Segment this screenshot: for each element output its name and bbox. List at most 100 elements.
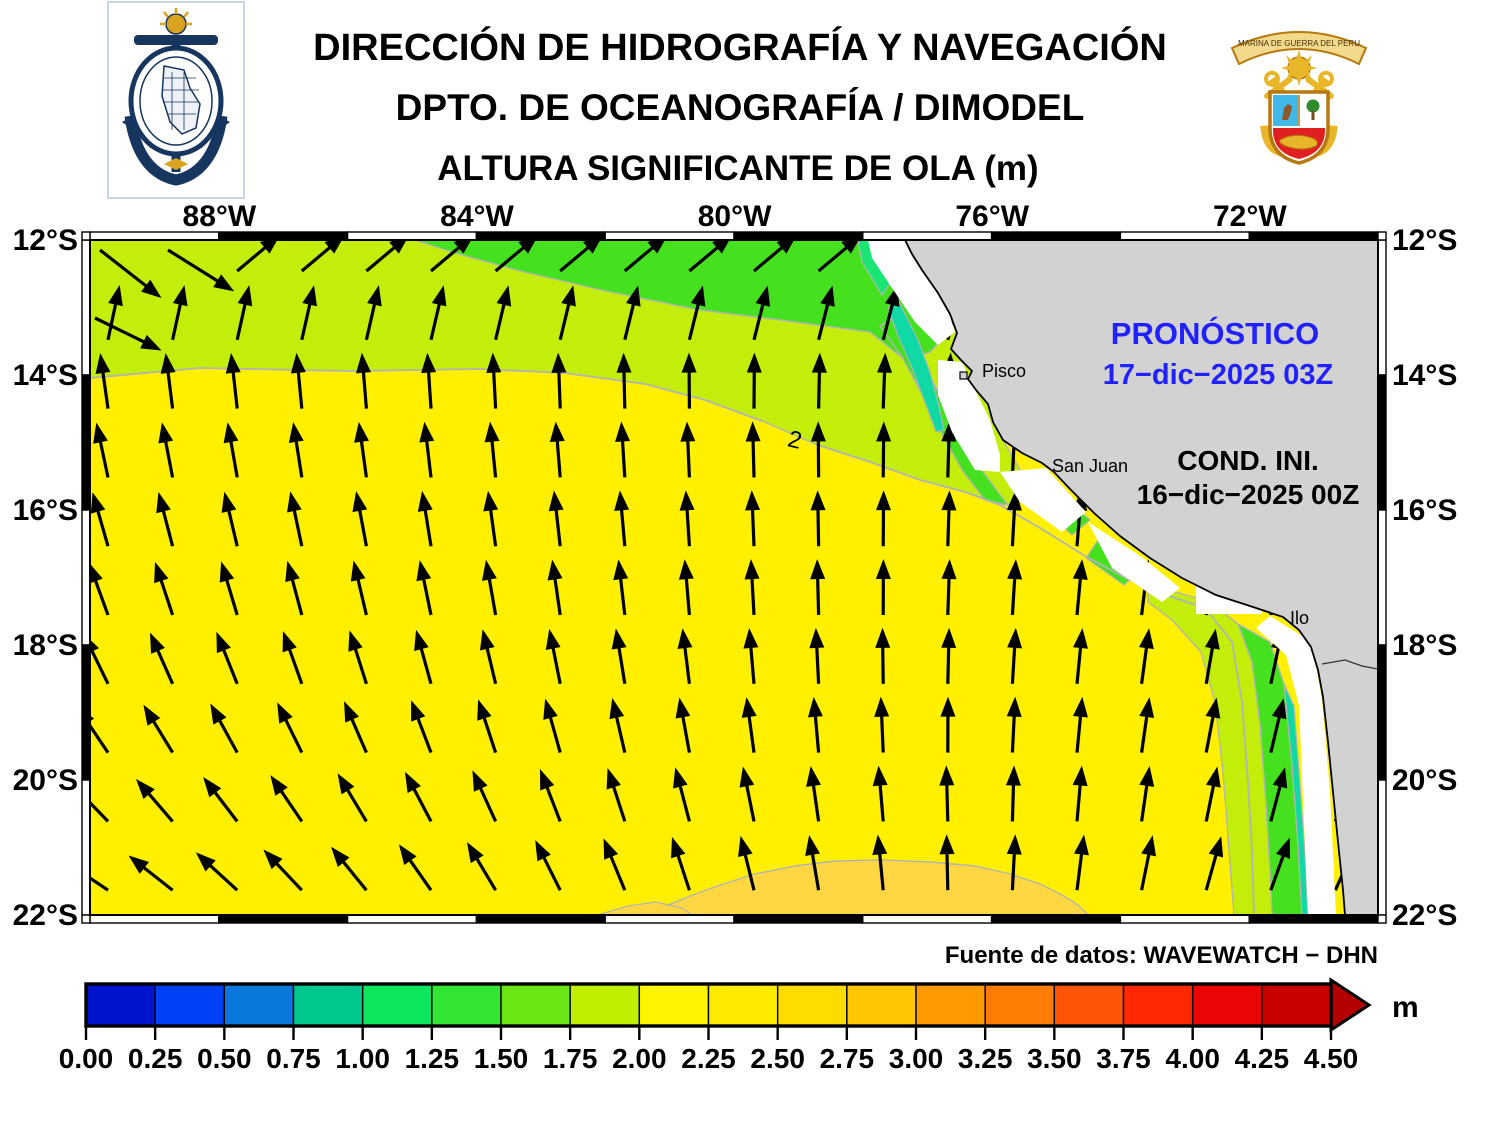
- wave-arrow-head: [404, 771, 421, 794]
- wave-arrow-shaft: [878, 781, 885, 822]
- frame-segment-bottom: [990, 914, 1122, 924]
- wave-arrow-head: [143, 704, 161, 726]
- wave-arrow-shaft: [296, 368, 304, 409]
- lon-label: 76°W: [955, 200, 1029, 233]
- wave-arrow-shaft: [1204, 781, 1216, 822]
- wave-arrow-shaft: [95, 507, 110, 547]
- map-frame: [81, 231, 1387, 924]
- wave-arrow-shaft: [359, 437, 368, 478]
- country-border: [1321, 659, 1378, 670]
- wave-arrow-head: [615, 421, 631, 442]
- colorbar-tick-label: 1.50: [474, 1043, 529, 1074]
- wave-arrow-head: [414, 629, 429, 652]
- frame-segment-top: [89, 231, 220, 241]
- wave-arrow-head: [453, 240, 474, 254]
- city-labels: Pisco San Juan Ilo: [982, 361, 1309, 628]
- wave-arrow-shaft: [357, 506, 368, 547]
- wave-arrow-shaft: [554, 506, 562, 547]
- colorbar-tick-label: 4.50: [1304, 1043, 1359, 1074]
- wave-arrow-head: [745, 490, 761, 511]
- wave-arrow-shaft: [1269, 852, 1286, 891]
- wave-arrow-shaft: [300, 244, 334, 273]
- city-label: San Juan: [1052, 456, 1128, 476]
- wave-arrow-head: [941, 559, 957, 580]
- wave-arrow-shaft: [289, 575, 304, 616]
- wave-arrow-shaft: [1075, 781, 1083, 822]
- wave-arrow-head: [1073, 628, 1088, 649]
- peru-shield-icon: [1268, 90, 1330, 165]
- wave-arrow-head: [681, 352, 697, 373]
- wave-arrow-shaft: [224, 576, 239, 616]
- frame-segment-top: [346, 231, 478, 241]
- wave-arrow-shaft: [429, 300, 442, 341]
- wave-arrow-head: [677, 628, 693, 649]
- frame-segment-left: [81, 239, 91, 376]
- wave-arrow-shaft: [1010, 643, 1017, 684]
- frame-segment-top: [218, 231, 349, 241]
- colorbar-tick-label: 0.25: [128, 1043, 183, 1074]
- wave-arrow-shaft: [1269, 644, 1281, 685]
- wave-arrow-head: [810, 421, 826, 442]
- frame-segment-bottom: [89, 914, 220, 924]
- wave-arrow-shaft: [817, 300, 831, 341]
- wave-arrow-shaft: [106, 300, 118, 341]
- wave-arrow-shaft: [750, 506, 756, 547]
- wave-arrow-head: [136, 778, 155, 800]
- wave-arrow-shaft: [410, 785, 433, 823]
- wave-arrow-head: [810, 490, 826, 511]
- frame-segment-top: [1119, 231, 1250, 241]
- wave-arrow-head: [421, 352, 437, 374]
- page-title: DIRECCIÓN DE HIDROGRAFÍA Y NAVEGACIÓN: [313, 25, 1167, 69]
- wave-arrow-head: [1138, 628, 1154, 650]
- lon-label: 84°W: [440, 200, 514, 233]
- wave-arrow-shaft: [682, 643, 691, 684]
- wave-arrow-head: [807, 696, 823, 718]
- wave-arrow-head: [712, 240, 733, 254]
- wave-arrow-head: [337, 773, 355, 795]
- wave-arrow-head: [219, 561, 235, 583]
- wave-arrow-head: [1006, 696, 1022, 718]
- wave-arrow-head: [282, 631, 297, 653]
- colorbar-segment: [707, 983, 779, 1027]
- frame-segment-right: [1377, 644, 1387, 781]
- wave-arrow-head: [626, 285, 641, 307]
- wave-arrow-head: [1139, 765, 1155, 787]
- wave-arrow-shaft: [166, 368, 175, 409]
- frame-segment-top: [990, 231, 1122, 241]
- city-label: Ilo: [1290, 608, 1309, 628]
- wave-arrow-head: [810, 559, 826, 580]
- frame-segment-left: [81, 779, 91, 916]
- frame-segment-left: [81, 509, 91, 646]
- wave-arrow-head: [62, 859, 83, 876]
- frame-segment-right: [1377, 239, 1387, 376]
- wave-arrow-shaft: [216, 716, 239, 754]
- wave-arrow-head: [872, 765, 888, 787]
- wave-arrow-shaft: [487, 575, 498, 616]
- wave-arrow-shaft: [675, 851, 691, 891]
- wave-arrow-head: [259, 240, 281, 254]
- wave-arrow-head: [739, 766, 755, 788]
- wave-arrow-head: [809, 627, 825, 649]
- wave-arrow-shaft: [226, 506, 239, 547]
- wave-arrow-head: [941, 421, 957, 442]
- wave-arrow-shaft: [618, 575, 627, 616]
- wave-arrow-head: [690, 285, 706, 307]
- colorbar-tick-label: 0.75: [266, 1043, 321, 1074]
- wave-arrow-shaft: [677, 782, 691, 822]
- wave-arrow-shaft: [277, 787, 304, 823]
- wave-arrow-shaft: [540, 853, 562, 891]
- wave-arrow-head: [237, 285, 253, 307]
- forecast-label: PRONÓSTICO: [1111, 315, 1319, 351]
- wave-arrow-head: [354, 421, 369, 443]
- colorbar-tick-label: 4.25: [1235, 1043, 1290, 1074]
- wave-arrow-head: [776, 240, 797, 254]
- wave-arrow-head: [270, 775, 288, 796]
- colorbar-tick-label: 1.00: [335, 1043, 390, 1074]
- wave-arrow-head: [302, 285, 317, 307]
- wave-arrow-head: [216, 631, 231, 654]
- wave-arrow-shaft: [881, 643, 885, 684]
- colorbar-segment: [1122, 983, 1194, 1027]
- wave-arrow-shaft: [344, 786, 368, 823]
- wave-arrow-head: [539, 769, 555, 791]
- colorbar-tick-label: 1.75: [543, 1043, 598, 1074]
